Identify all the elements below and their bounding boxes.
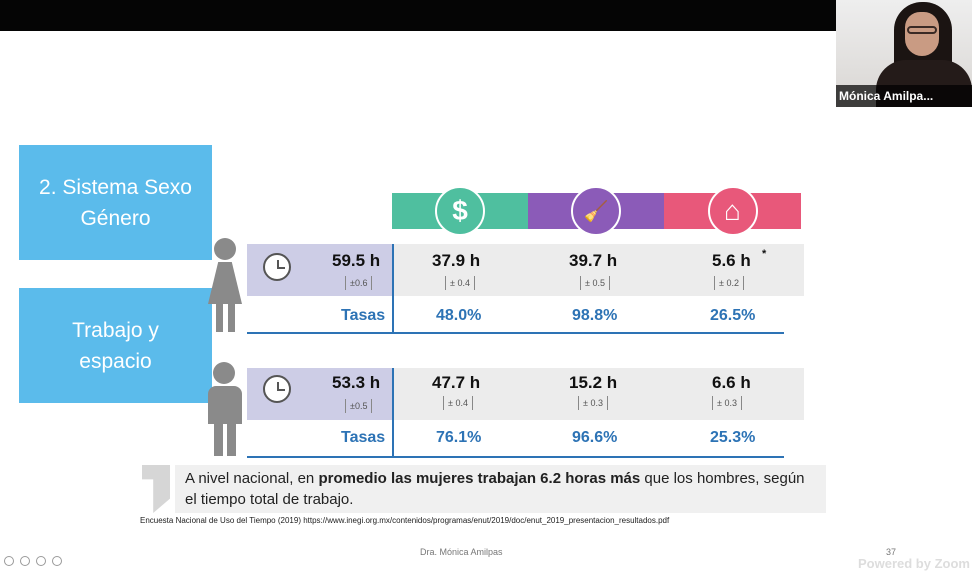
category-paid-work: $ [392,186,528,236]
section-title-box: 2. Sistema Sexo Género [19,145,212,260]
men-care-hours: 6.6 h [712,373,751,392]
broom-icon: 🧹 [571,186,621,236]
slide-footer-author: Dra. Mónica Amilpas [420,547,503,557]
house-care-icon: ⌂ [707,186,758,236]
women-domestic-ci: ± 0.5 [580,276,610,290]
section-title-line1: 2. Sistema Sexo [39,176,192,199]
prev-slide-icon[interactable] [4,556,14,566]
women-paid-hours: 37.9 h [432,251,481,270]
women-care-hours: 5.6 h [712,251,751,270]
section-subtitle-box: Trabajo y espacio [19,288,212,403]
participant-name: Mónica Amilpa... [836,85,972,107]
clock-icon [263,375,291,403]
man-icon [204,362,246,458]
participant-face [905,12,939,56]
slide-page-number: 37 [886,547,897,557]
women-care-mark: * [762,248,767,260]
participant-video[interactable]: Mónica Amilpa... [836,0,972,107]
summary-post: que los hombres, según el tiempo total d… [185,470,805,508]
women-domestic-rate: 98.8% [572,307,618,324]
quote-mark-icon [142,465,170,513]
clock-icon [263,253,291,281]
women-care-ci: ± 0.2 [714,276,744,290]
men-rates-line [247,456,784,458]
women-care-rate: 26.5% [710,307,756,324]
section-subtitle-line1: Trabajo y [72,319,159,342]
women-paid-rate: 48.0% [436,307,482,324]
men-domestic-hours: 15.2 h [569,373,618,392]
women-domestic-hours: 39.7 h [569,251,618,270]
women-total-ci: ±0.6 [345,276,373,290]
women-values-row [394,244,804,296]
men-care-ci: ± 0.3 [712,396,742,410]
women-rates-label: Tasas [341,307,386,324]
participant-glasses [907,26,937,34]
top-black-bar [0,0,836,31]
summary-bold: promedio las mujeres trabajan 6.2 horas … [318,470,641,487]
more-icon[interactable] [52,556,62,566]
women-divider [392,244,394,332]
men-total-ci: ±0.5 [345,399,373,413]
source-citation: Encuesta Nacional de Uso del Tiempo (201… [140,516,670,525]
zoom-watermark: Powered by Zoom [858,556,970,571]
men-paid-hours: 47.7 h [432,373,481,392]
section-subtitle-line2: espacio [79,350,152,373]
men-values-row [394,368,804,420]
men-paid-ci: ± 0.4 [443,396,473,410]
men-domestic-ci: ± 0.3 [578,396,608,410]
men-rates-label: Tasas [341,429,386,446]
dollar-icon: $ [435,186,485,236]
summary-pre: A nivel nacional, en [185,470,319,487]
category-domestic-work: 🧹 [528,186,664,236]
men-care-rate: 25.3% [710,429,756,446]
woman-icon [206,238,246,334]
pen-icon[interactable] [20,556,30,566]
women-total-hours: 59.5 h [332,251,381,270]
men-total-hours: 53.3 h [332,373,381,392]
section-title-line2: Género [80,207,151,230]
men-divider [392,368,394,456]
women-paid-ci: ± 0.4 [445,276,475,290]
category-care-work: ⌂ [664,186,801,236]
zoom-in-icon[interactable] [36,556,46,566]
men-paid-rate: 76.1% [436,429,482,446]
presentation-controls [4,556,62,568]
men-domestic-rate: 96.6% [572,429,618,446]
women-rates-line [247,332,784,334]
summary-text: A nivel nacional, en promedio las mujere… [175,465,826,513]
